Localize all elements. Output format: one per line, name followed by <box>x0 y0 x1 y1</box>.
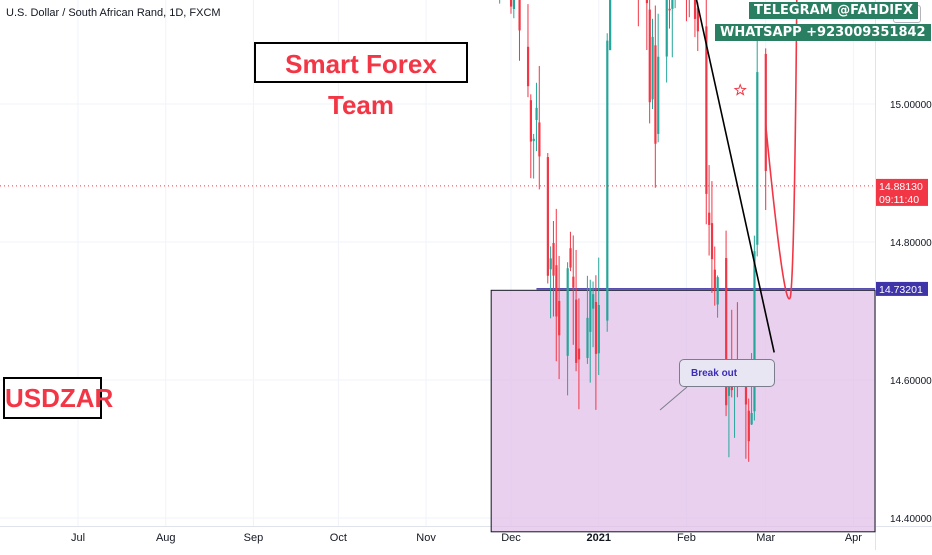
candle-body <box>532 138 535 142</box>
candle-body <box>566 268 569 356</box>
candle-body <box>764 53 767 171</box>
star-marker <box>733 83 747 96</box>
candle-body <box>586 317 589 358</box>
x-tick-label: Aug <box>156 532 176 544</box>
candle-body <box>535 107 538 120</box>
brand-label: Smart Forex Team <box>254 42 468 120</box>
x-tick-label: 2021 <box>586 532 610 544</box>
candle-body <box>609 0 612 51</box>
candle-body <box>708 212 711 225</box>
candle-body <box>705 26 708 194</box>
trendline <box>695 0 775 353</box>
candle-body <box>575 299 578 363</box>
candle-body <box>558 300 561 336</box>
y-tick-label: 14.80000 <box>890 238 932 249</box>
candle-body <box>509 0 513 7</box>
candle-body <box>668 8 671 11</box>
x-tick-label: Jul <box>71 532 85 544</box>
x-tick-label: Mar <box>756 532 775 544</box>
breakout-callout: Break out <box>679 359 775 387</box>
candle-body <box>549 258 552 270</box>
candle-body <box>744 386 748 405</box>
y-tick-label: 14.60000 <box>890 376 932 387</box>
x-tick-label: Sep <box>244 532 264 544</box>
support-zone <box>490 289 876 533</box>
candle-body <box>529 100 532 142</box>
x-tick-label: Apr <box>845 532 862 544</box>
candle-body <box>546 157 549 276</box>
candle-body <box>577 348 581 360</box>
level-price-label-bg <box>876 281 928 296</box>
candle-body <box>589 288 592 332</box>
x-tick-label: Oct <box>330 532 347 544</box>
candle-body <box>552 243 555 276</box>
last-price-label: 14.88130 <box>879 181 923 193</box>
projection-arrow <box>764 0 798 300</box>
countdown-label: 09:11:40 <box>879 194 919 206</box>
last-price-label-bg <box>876 178 928 193</box>
candle-body <box>727 386 731 396</box>
candle-body <box>555 265 558 317</box>
candle-body <box>569 248 572 268</box>
candle-body <box>572 276 575 288</box>
candle-body <box>756 72 759 245</box>
candle-body <box>512 0 516 10</box>
candle-body <box>606 40 609 321</box>
candle-body <box>648 9 651 103</box>
candle-body <box>750 413 753 425</box>
candle-body <box>713 269 716 290</box>
candle-body <box>716 277 719 305</box>
y-tick-label: 14.40000 <box>890 514 932 525</box>
candle-body <box>693 0 697 19</box>
candle-body <box>747 410 750 442</box>
telegram-contact: TELEGRAM @FAHDIFX <box>749 2 918 19</box>
candle-body <box>753 251 756 412</box>
chart-title: U.S. Dollar / South African Rand, 1D, FX… <box>6 7 221 19</box>
x-tick-label: Nov <box>416 532 436 544</box>
whatsapp-contact: WHATSAPP +923009351842 <box>715 24 931 41</box>
countdown-label-bg <box>876 191 928 206</box>
candle-body <box>665 0 668 57</box>
symbol-label: USDZAR <box>3 377 113 419</box>
candle-body <box>725 258 728 406</box>
y-tick-label: 15.00000 <box>890 100 932 111</box>
candle-body <box>597 305 600 354</box>
candle-body <box>538 122 541 157</box>
x-tick-label: Dec <box>501 532 521 544</box>
candle-body <box>518 0 521 31</box>
candle-body <box>657 56 660 134</box>
candle-body <box>645 0 649 4</box>
candle-body <box>654 45 657 144</box>
x-tick-label: Feb <box>677 532 696 544</box>
callout-pointer <box>659 386 688 411</box>
candle-body <box>710 223 714 260</box>
candle-body <box>592 294 595 309</box>
candle-body <box>651 36 654 100</box>
candle-body <box>594 302 598 354</box>
candle-body <box>671 0 674 9</box>
candle-body <box>526 46 530 87</box>
candle-body <box>696 8 699 32</box>
level-price-label: 14.73201 <box>879 284 923 296</box>
